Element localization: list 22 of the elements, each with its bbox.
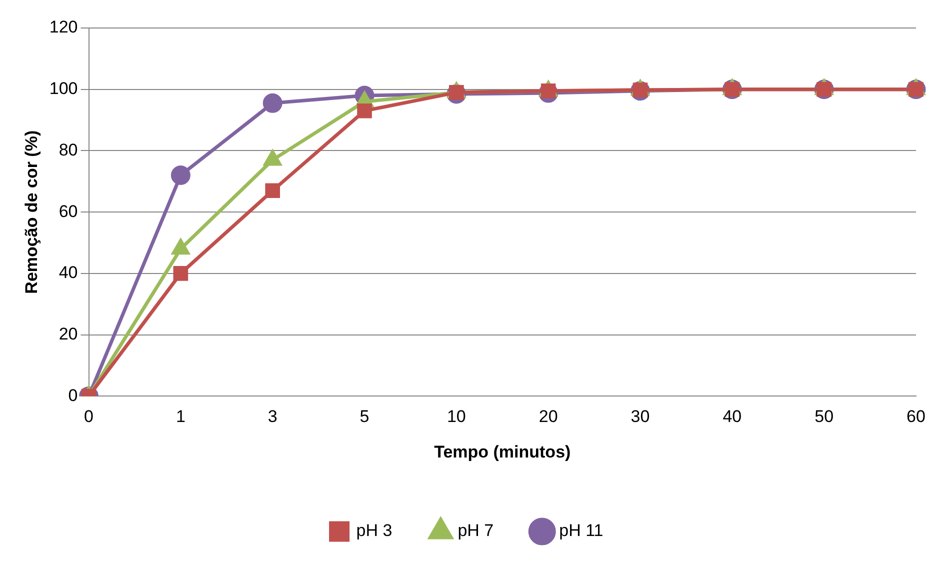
legend-label: pH 7 bbox=[458, 521, 494, 540]
x-tick-label: 50 bbox=[814, 407, 834, 426]
x-tick-label: 3 bbox=[268, 407, 278, 426]
x-axis-title: Tempo (minutos) bbox=[434, 442, 571, 462]
y-tick-label: 80 bbox=[58, 140, 78, 160]
x-tick-label: 30 bbox=[630, 407, 650, 426]
x-tick-label: 20 bbox=[538, 407, 558, 426]
x-tick-label: 0 bbox=[84, 407, 94, 426]
y-tick-label: 40 bbox=[58, 263, 78, 282]
x-tick-label: 5 bbox=[360, 407, 370, 426]
y-tick-label: 120 bbox=[49, 18, 78, 37]
x-tick-label: 10 bbox=[446, 407, 466, 426]
y-axis-title: Remoção de cor (%) bbox=[22, 130, 41, 294]
y-tick-label: 20 bbox=[58, 324, 78, 344]
y-tick-label: 100 bbox=[49, 79, 78, 98]
x-tick-label: 60 bbox=[906, 407, 926, 426]
y-tick-label: 60 bbox=[58, 202, 78, 221]
y-tick-label: 0 bbox=[68, 386, 78, 405]
legend-label: pH 11 bbox=[559, 521, 604, 540]
legend-label: pH 3 bbox=[356, 521, 392, 540]
x-tick-label: 40 bbox=[722, 407, 742, 426]
x-tick-label: 1 bbox=[176, 407, 186, 426]
